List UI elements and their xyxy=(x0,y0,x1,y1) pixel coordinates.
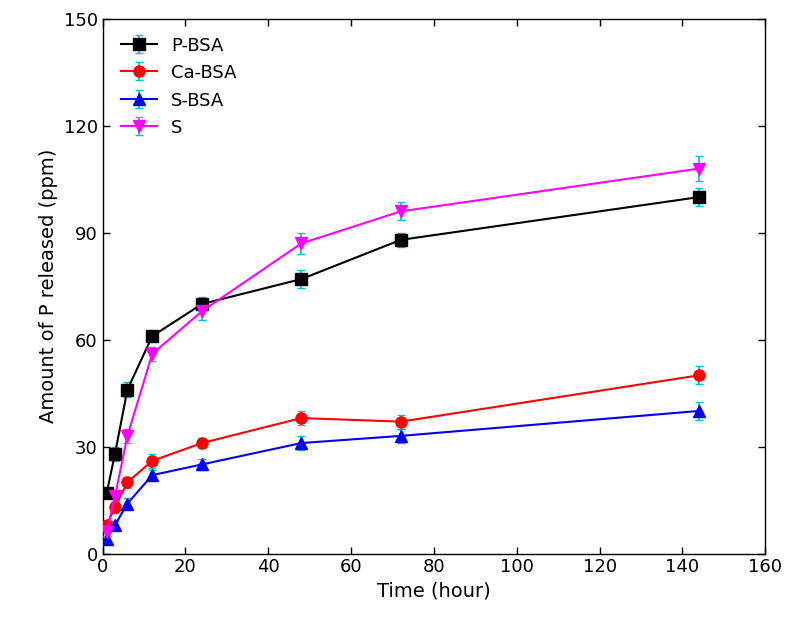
Legend: P-BSA, Ca-BSA, S-BSA, S: P-BSA, Ca-BSA, S-BSA, S xyxy=(111,28,245,146)
Y-axis label: Amount of P released (ppm): Amount of P released (ppm) xyxy=(39,149,58,423)
X-axis label: Time (hour): Time (hour) xyxy=(377,582,491,601)
